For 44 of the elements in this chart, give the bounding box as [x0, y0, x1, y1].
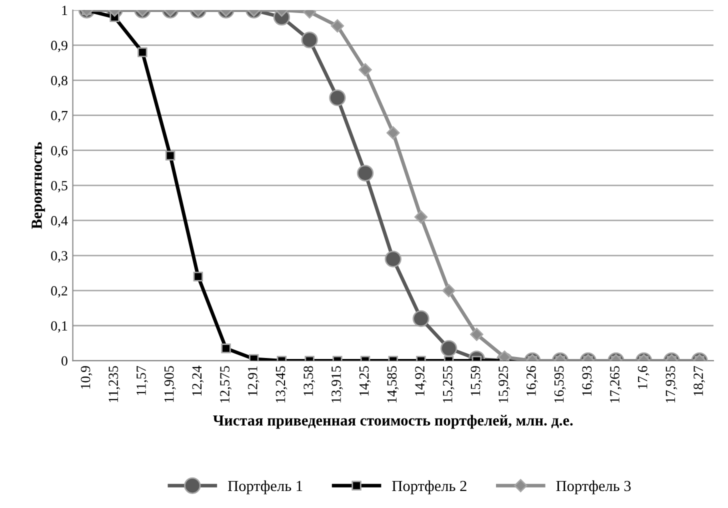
point [384, 250, 402, 268]
x-tick-label: 17,6 [638, 366, 650, 389]
x-tick-label: 13,58 [304, 366, 316, 396]
legend-label: Портфель 1 [228, 480, 302, 494]
x-axis-title: Чистая приведенная стоимость портфелей, млн. д.е. [213, 414, 573, 429]
y-tick-label: 0,6 [51, 146, 68, 158]
y-axis-title: Вероятность [32, 142, 46, 229]
y-tick-label: 0 [62, 356, 68, 366]
x-tick-label: 11,905 [164, 366, 176, 402]
y-tick-label: 0,9 [51, 40, 68, 52]
point [165, 150, 176, 160]
x-tick-label: 14,585 [387, 366, 399, 403]
x-tick-label: 15,59 [470, 366, 482, 396]
y-tick-label: 0,7 [51, 110, 68, 122]
x-tick-label: 14,25 [359, 366, 371, 396]
x-tick-label: 11,235 [108, 366, 120, 402]
legend-label: Портфель 2 [392, 480, 466, 494]
legend-label: Портфель 3 [556, 480, 631, 494]
y-tick-label: 0,8 [51, 76, 68, 88]
y-tick-label: 0,4 [51, 216, 68, 228]
x-tick-label: 10,9 [80, 366, 92, 389]
x-tick-label: 16,93 [582, 366, 594, 396]
x-tick-label: 13,245 [276, 366, 288, 403]
x-tick-label: 16,26 [526, 366, 538, 396]
y-tick-label: 0,5 [51, 181, 68, 192]
x-tick-label: 17,935 [666, 366, 678, 403]
y-tick-label: 1 [62, 6, 68, 15]
y-tick-label: 0,2 [51, 286, 68, 298]
x-tick-label: 15,925 [498, 366, 510, 403]
y-tick-label: 0,1 [51, 321, 68, 333]
point [386, 126, 400, 140]
x-tick-label: 16,595 [554, 366, 566, 403]
x-tick-label: 13,915 [332, 366, 343, 403]
x-tick-label: 17,265 [610, 366, 622, 403]
point [414, 210, 428, 224]
y-tick-label: 0,3 [51, 251, 68, 262]
x-tick-label: 12,575 [220, 366, 232, 403]
x-tick-label: 12,24 [192, 366, 204, 396]
x-tick-label: 12,91 [248, 366, 260, 396]
point [356, 164, 374, 182]
x-tick-label: 11,57 [136, 366, 148, 396]
x-tick-label: 14,92 [415, 366, 426, 396]
x-tick-label: 18,27 [694, 366, 705, 396]
x-tick-label: 15,255 [442, 366, 454, 403]
